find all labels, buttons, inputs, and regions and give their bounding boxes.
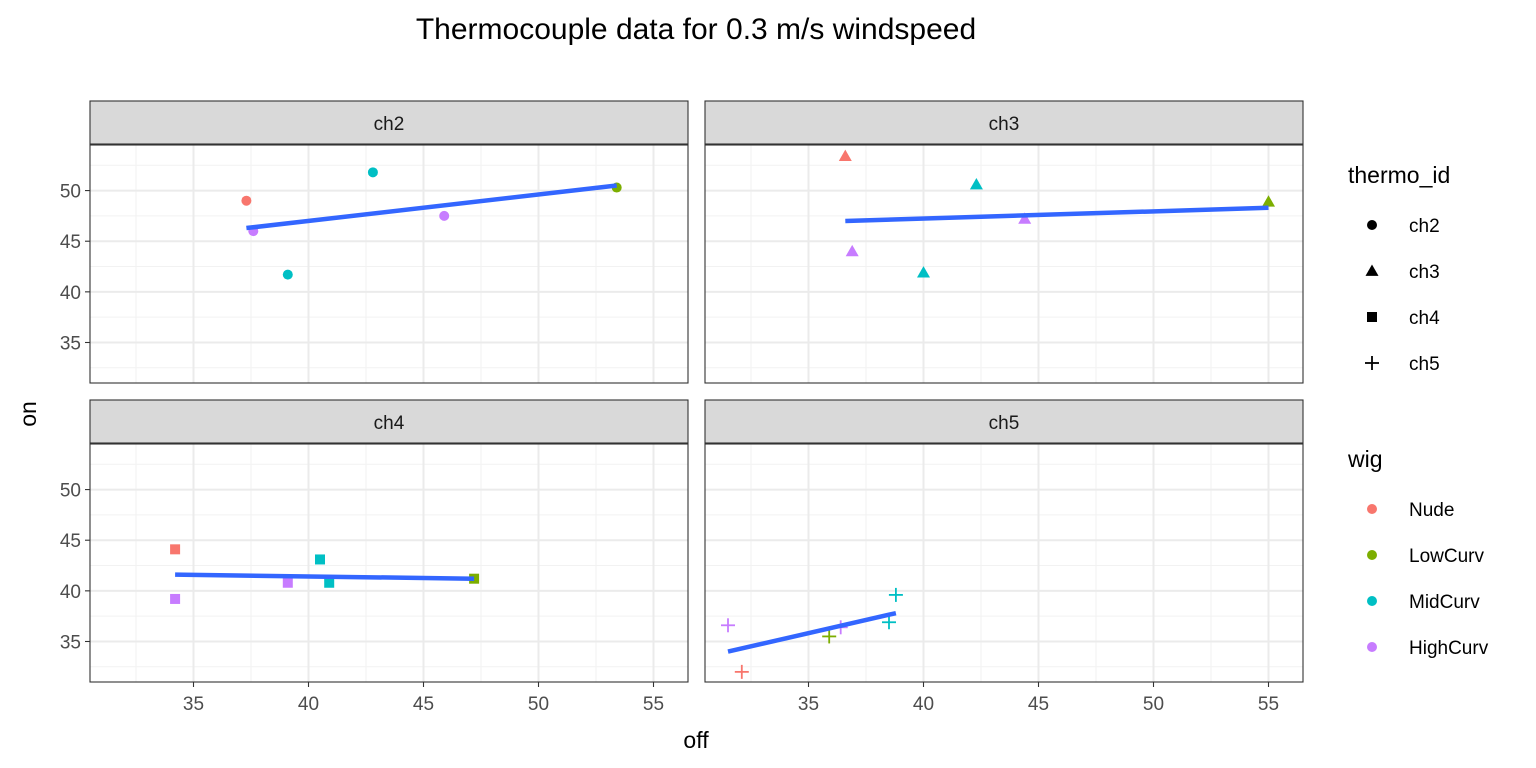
- x-tick-label: 45: [413, 694, 434, 715]
- facet-panel-ch4: ch4 35 40 45 50 35 40 45 50 55: [60, 399, 689, 715]
- legend-label-Nude: Nude: [1409, 500, 1454, 521]
- facet-strip-label: ch5: [989, 413, 1020, 434]
- panel-border: [89, 144, 689, 384]
- x-tick-label: 55: [1258, 694, 1279, 715]
- data-point-ch5: [888, 587, 903, 602]
- panel-background: [705, 444, 1303, 682]
- x-axis-title: off: [683, 727, 709, 753]
- x-tick-label: 50: [528, 694, 549, 715]
- data-point-ch2: [367, 167, 378, 178]
- panel-background: [90, 145, 688, 383]
- data-point-ch3: [1262, 195, 1275, 207]
- legend-label-ch3: ch3: [1409, 262, 1440, 283]
- data-point-ch3: [838, 149, 852, 162]
- legend-key-ch3: [1365, 264, 1379, 276]
- legend-label-ch5: ch5: [1409, 354, 1440, 375]
- y-tick-label: 35: [60, 632, 81, 653]
- data-point-ch4: [315, 554, 325, 565]
- legend-key-LowCurv: [1367, 550, 1377, 560]
- data-point-ch5: [734, 664, 749, 679]
- y-axis-title: on: [15, 401, 41, 427]
- data-point-ch2: [439, 210, 450, 221]
- legend-key-ch4: [1367, 312, 1377, 322]
- facet-strip: [89, 100, 689, 145]
- data-point-ch2: [241, 195, 252, 206]
- panel-border: [704, 443, 1304, 683]
- data-point-ch5: [822, 629, 837, 644]
- legend-key-Nude: [1367, 504, 1377, 514]
- legend-title-wig: wig: [1347, 446, 1383, 472]
- facet-strip: [704, 100, 1304, 145]
- facet-panels: ch2 35 40 45 50 ch3 ch4 35 40 45 50 35 40 45 50 55 ch5 35…: [60, 100, 1304, 715]
- facet-panel-ch3: ch3: [704, 100, 1304, 384]
- data-point-ch4: [324, 577, 335, 588]
- x-tick-label: 45: [1028, 694, 1049, 715]
- legend-key-ch2: [1367, 220, 1377, 230]
- x-tick-label: 35: [798, 694, 819, 715]
- data-point-ch3: [969, 177, 983, 190]
- x-tick-label: 35: [183, 694, 204, 715]
- legend-key-HighCurv: [1367, 642, 1377, 652]
- fit-line-ch3: [845, 205, 1269, 224]
- y-tick-label: 45: [60, 531, 81, 552]
- legend-key-ch5: [1365, 356, 1379, 370]
- legend-label-LowCurv: LowCurv: [1409, 546, 1484, 567]
- y-tick-label: 40: [60, 283, 81, 304]
- facet-strip: [704, 399, 1304, 444]
- panel-border: [704, 144, 1304, 384]
- panel-background: [705, 145, 1303, 383]
- x-tick-label: 50: [1143, 694, 1164, 715]
- legend-label-ch4: ch4: [1409, 308, 1440, 329]
- facet-strip-label: ch2: [374, 114, 405, 135]
- fit-line-ch2: [246, 183, 617, 231]
- y-tick-label: 50: [60, 481, 81, 502]
- facet-panel-ch5: ch5 35 40 45 50 55: [704, 399, 1304, 715]
- legend-key-MidCurv: [1367, 596, 1377, 606]
- data-point-ch3: [845, 244, 859, 257]
- panel-border: [89, 443, 689, 683]
- data-point-ch4: [282, 577, 293, 588]
- y-tick-label: 50: [60, 182, 81, 203]
- data-point-ch3: [917, 266, 930, 278]
- data-point-ch4: [170, 544, 181, 555]
- facet-strip: [89, 399, 689, 444]
- chart-title: Thermocouple data for 0.3 m/s windspeed: [416, 13, 976, 46]
- fit-line-ch5: [727, 610, 897, 654]
- legend-label-HighCurv: HighCurv: [1409, 638, 1489, 659]
- x-tick-label: 55: [643, 694, 664, 715]
- legend-title-thermo-id: thermo_id: [1348, 162, 1450, 188]
- fit-line-ch4: [175, 572, 475, 581]
- facet-strip-label: ch3: [989, 114, 1020, 135]
- legend-label-MidCurv: MidCurv: [1409, 592, 1480, 613]
- legend: thermo_id ch2 ch3 ch4 ch5 wig Nude LowCurv MidCu…: [1347, 162, 1489, 659]
- data-point-ch4: [170, 593, 181, 604]
- panel-background: [90, 444, 688, 682]
- x-tick-label: 40: [913, 694, 934, 715]
- data-point-ch3: [1018, 212, 1032, 224]
- x-tick-label: 40: [298, 694, 319, 715]
- y-tick-label: 45: [60, 232, 81, 253]
- data-point-ch5: [721, 618, 735, 633]
- facet-strip-label: ch4: [374, 413, 405, 434]
- data-point-ch5: [882, 615, 896, 630]
- y-tick-label: 35: [60, 333, 81, 354]
- data-point-ch2: [282, 269, 293, 280]
- y-tick-label: 40: [60, 582, 81, 603]
- facet-panel-ch2: ch2 35 40 45 50: [60, 100, 689, 384]
- legend-label-ch2: ch2: [1409, 216, 1440, 237]
